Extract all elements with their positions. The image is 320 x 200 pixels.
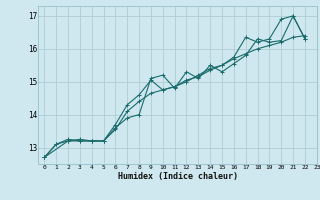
X-axis label: Humidex (Indice chaleur): Humidex (Indice chaleur)	[118, 172, 238, 181]
